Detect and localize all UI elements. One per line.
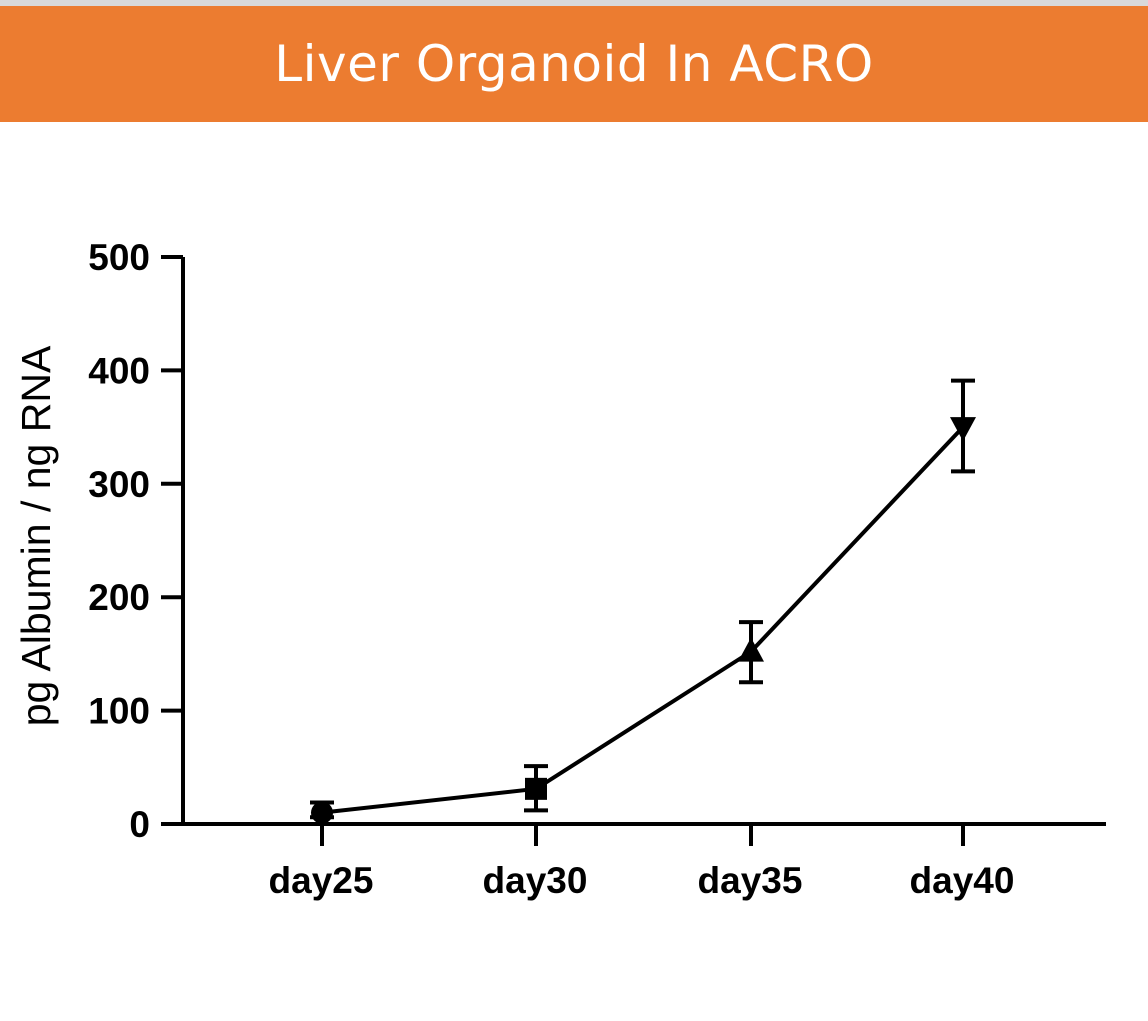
y-tick-label: 0 [129, 804, 150, 845]
data-point [525, 777, 547, 800]
x-tick-label: day35 [698, 860, 803, 901]
x-tick-label: day25 [269, 860, 374, 901]
chart-axes [161, 255, 1106, 846]
chart-labels: 0 100 200 300 400 500 day25 day30 day35 day40 pg A… [13, 237, 1014, 901]
series-line [321, 425, 965, 815]
data-point [738, 637, 764, 662]
y-tick-label: 500 [88, 237, 150, 278]
y-axis-title: pg Albumin / ng RNA [13, 345, 59, 726]
banner-title: Liver Organoid In ACRO [274, 35, 874, 93]
data-point [311, 801, 333, 824]
x-tick-label: day30 [483, 860, 588, 901]
y-tick-label: 200 [88, 577, 150, 618]
data-point [950, 417, 976, 442]
title-banner: Liver Organoid In ACRO [0, 6, 1148, 122]
x-tick-label: day40 [910, 860, 1015, 901]
chart-series [310, 378, 976, 824]
top-divider [0, 0, 1148, 6]
y-tick-label: 400 [88, 350, 150, 391]
y-tick-label: 100 [88, 691, 150, 732]
y-tick-label: 300 [88, 464, 150, 505]
